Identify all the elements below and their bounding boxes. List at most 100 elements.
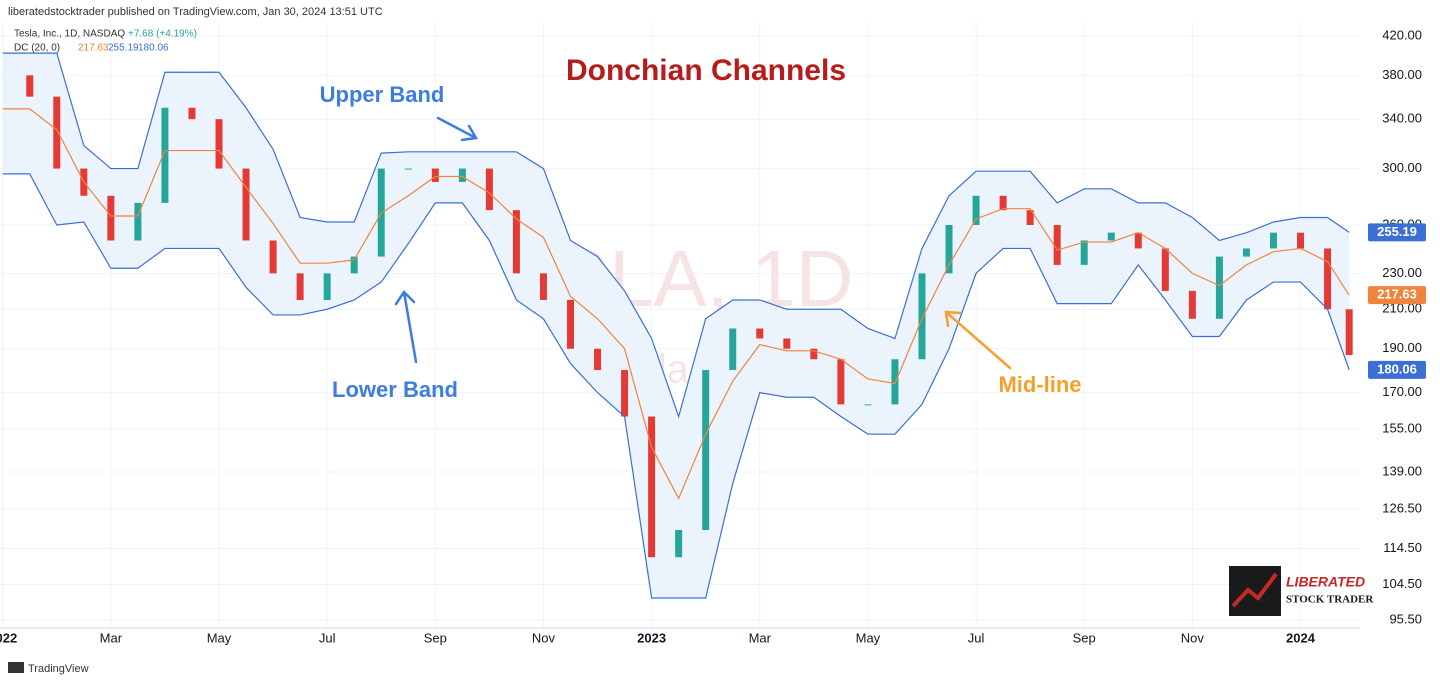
y-tick-label: 170.00 — [1382, 384, 1422, 399]
annotation: Upper Band — [320, 82, 445, 107]
candle — [999, 195, 1007, 211]
candle — [729, 328, 737, 371]
candle — [458, 168, 466, 182]
candle — [134, 202, 142, 241]
logo-text: LIBERATED — [1286, 574, 1365, 590]
candle — [1161, 248, 1169, 291]
x-tick-label: 2024 — [1286, 630, 1316, 645]
x-tick-label: 2022 — [0, 630, 17, 645]
arrow — [944, 310, 1012, 370]
price-tag — [1368, 360, 1426, 379]
candle — [404, 168, 412, 170]
y-tick-label: 340.00 — [1382, 111, 1422, 126]
x-tick-label: Nov — [532, 630, 556, 645]
x-tick-label: Jul — [968, 630, 985, 645]
candle — [26, 75, 34, 97]
candle — [945, 225, 953, 274]
candle — [161, 107, 169, 203]
y-tick-label: 126.50 — [1382, 501, 1422, 516]
annotation: Lower Band — [332, 377, 458, 402]
price-tag — [1368, 223, 1426, 242]
x-tick-label: May — [856, 630, 881, 645]
y-tick-label: 104.50 — [1382, 576, 1422, 591]
candle — [431, 168, 439, 182]
candle — [53, 96, 61, 169]
candle — [702, 370, 710, 530]
candle — [648, 416, 656, 558]
logo: LIBERATED STOCK TRADER — [1229, 566, 1374, 616]
x-tick-label: Jul — [319, 630, 336, 645]
candle — [512, 210, 520, 274]
candle — [1345, 309, 1353, 356]
candle — [783, 338, 791, 349]
series-line — [2, 173, 1350, 599]
x-tick-label: 2023 — [637, 630, 666, 645]
candle — [810, 348, 818, 360]
band-fill — [2, 53, 1350, 598]
x-tick-label: Sep — [424, 630, 447, 645]
logo-text: STOCK TRADER — [1286, 594, 1374, 606]
candle — [296, 273, 304, 300]
y-tick-label: 230.00 — [1382, 265, 1422, 280]
candle — [539, 273, 547, 300]
candle — [756, 328, 764, 339]
arrows — [394, 116, 1012, 370]
y-tick-label: 95.50 — [1389, 612, 1422, 627]
footer: TradingView — [28, 663, 89, 675]
y-tick-label: 380.00 — [1382, 67, 1422, 82]
candle — [594, 348, 602, 371]
arrow — [436, 116, 479, 142]
candle — [891, 359, 899, 405]
candle — [242, 168, 250, 241]
candle — [1026, 210, 1034, 226]
legend-mid: 217.63 — [78, 43, 109, 54]
x-tick-label: Mar — [749, 630, 772, 645]
symbol: Tesla, Inc., 1D, NASDAQ — [14, 29, 125, 40]
tv-logo — [8, 662, 24, 673]
annotation: Mid-line — [998, 372, 1081, 397]
candle — [566, 299, 574, 349]
candle — [323, 273, 331, 300]
y-tick-label: 300.00 — [1382, 160, 1422, 175]
y-tick-label: 210.00 — [1382, 301, 1422, 316]
legend-lower: 180.06 — [138, 43, 169, 54]
candle — [107, 195, 115, 241]
candle — [215, 119, 223, 169]
candle — [1080, 240, 1088, 265]
price-tag-label: 217.63 — [1377, 287, 1417, 302]
candle — [1242, 248, 1250, 257]
logo-arrow — [1231, 572, 1278, 608]
y-tick-label: 155.00 — [1382, 420, 1422, 435]
series-line — [2, 52, 1350, 419]
candle — [1215, 256, 1223, 319]
logo-box — [1229, 566, 1281, 616]
publisher: liberatedstocktrader published on Tradin… — [8, 6, 383, 18]
candle — [188, 107, 196, 120]
candle — [675, 529, 683, 558]
price-tag-label: 255.19 — [1377, 224, 1417, 239]
arrow — [394, 290, 418, 364]
change: +7.68 (+4.19%) — [128, 29, 197, 40]
candle — [1269, 232, 1277, 249]
y-tick-label: 139.00 — [1382, 463, 1422, 478]
y-tick-label: 114.50 — [1383, 540, 1422, 555]
candle — [972, 195, 980, 226]
candle — [1107, 232, 1115, 241]
y-tick-label: 420.00 — [1382, 27, 1422, 42]
candle — [1134, 232, 1142, 249]
indicator: DC (20, 0) — [14, 43, 60, 54]
legend-upper: 255.19 — [108, 43, 139, 54]
x-tick-label: May — [207, 630, 232, 645]
candle — [1188, 290, 1196, 319]
candle — [269, 240, 277, 274]
candle — [837, 359, 845, 405]
candle — [1297, 232, 1305, 249]
y-tick-label: 190.00 — [1382, 340, 1422, 355]
candle — [485, 168, 493, 211]
price-tag — [1368, 286, 1426, 305]
x-tick-label: Nov — [1181, 630, 1205, 645]
x-tick-label: Mar — [100, 630, 123, 645]
candle — [621, 370, 629, 417]
series-line — [2, 108, 1350, 500]
